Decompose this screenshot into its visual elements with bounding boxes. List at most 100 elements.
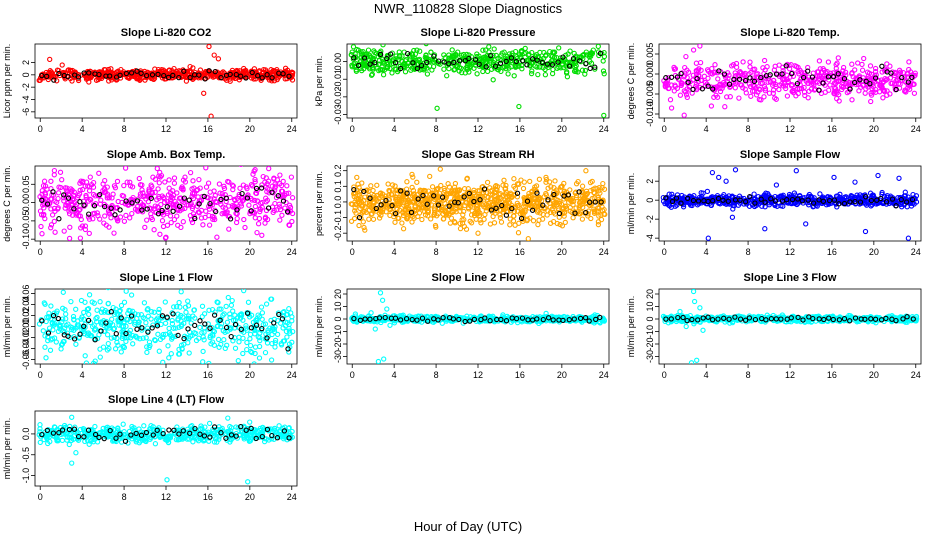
data-point	[579, 67, 586, 73]
data-point	[679, 80, 685, 86]
data-point	[168, 219, 174, 226]
data-point	[226, 179, 232, 185]
data-point	[246, 202, 252, 208]
data-point	[837, 191, 843, 197]
data-point	[480, 47, 486, 53]
reference-point	[233, 71, 239, 78]
data-point	[278, 188, 285, 194]
reference-point	[466, 55, 472, 62]
reference-point	[134, 68, 140, 74]
data-point	[166, 185, 172, 191]
reference-point	[898, 196, 904, 203]
data-point	[427, 173, 433, 180]
data-point	[55, 205, 61, 211]
data-point	[105, 66, 112, 73]
data-point	[527, 178, 533, 185]
data-point	[282, 65, 289, 71]
reference-point	[570, 55, 577, 62]
data-point	[570, 215, 576, 221]
data-point	[409, 184, 415, 191]
data-point	[286, 202, 293, 208]
data-point	[224, 319, 231, 325]
data-point	[368, 72, 375, 78]
data-point	[551, 49, 558, 55]
data-point	[97, 216, 103, 222]
reference-point	[592, 199, 598, 205]
data-point	[366, 202, 372, 208]
data-point	[40, 328, 46, 334]
reference-point	[61, 192, 67, 198]
reference-point	[572, 210, 578, 216]
data-point	[600, 58, 606, 64]
data-point	[461, 208, 467, 215]
reference-point	[39, 72, 45, 79]
data-point	[487, 196, 494, 202]
data-point	[859, 61, 865, 68]
reference-point	[248, 325, 255, 331]
data-point	[389, 192, 395, 198]
reference-point	[238, 326, 244, 332]
data-point	[385, 181, 391, 187]
reference-point	[149, 325, 155, 331]
reference-point	[123, 330, 129, 337]
data-point	[599, 185, 605, 191]
reference-point	[269, 189, 275, 195]
data-point	[804, 200, 810, 206]
data-point	[206, 307, 212, 313]
data-point	[219, 211, 225, 217]
data-point	[793, 63, 800, 70]
data-point	[579, 216, 586, 222]
data-point	[229, 182, 236, 188]
data-point	[94, 210, 100, 216]
data-point	[127, 335, 134, 341]
data-point	[672, 66, 679, 72]
data-point	[562, 209, 568, 215]
data-point	[487, 185, 493, 191]
data-point	[272, 337, 279, 344]
data-point	[361, 57, 367, 64]
reference-point	[779, 71, 785, 77]
data-point	[70, 313, 77, 320]
data-point	[82, 353, 88, 359]
data-point	[548, 53, 554, 59]
reference-point	[138, 70, 144, 76]
data-point	[262, 349, 269, 356]
data-point	[573, 68, 579, 75]
reference-point	[196, 201, 202, 207]
data-point	[738, 82, 745, 88]
data-point	[441, 52, 447, 58]
data-point	[685, 69, 692, 75]
data-point	[59, 62, 65, 68]
data-point	[39, 188, 45, 194]
data-point	[349, 62, 355, 68]
data-point	[179, 242, 183, 246]
reference-point	[383, 197, 389, 204]
reference-point	[192, 215, 198, 222]
data-point	[760, 65, 766, 71]
data-point	[369, 211, 375, 217]
data-point	[209, 339, 216, 345]
data-point	[495, 195, 501, 201]
data-point	[134, 315, 140, 322]
data-point	[51, 335, 58, 341]
reference-point	[863, 78, 869, 84]
data-point	[491, 57, 498, 63]
data-point	[782, 83, 789, 89]
data-point	[211, 328, 218, 335]
data-point	[423, 44, 429, 47]
data-point	[90, 360, 97, 364]
data-point	[209, 306, 216, 313]
data-point	[738, 70, 744, 76]
reference-point	[669, 198, 676, 205]
y-tick-label: -0.03	[333, 104, 343, 125]
data-point	[112, 185, 119, 191]
data-point	[189, 193, 195, 199]
data-point	[582, 71, 588, 77]
data-point	[756, 96, 763, 103]
reference-point	[899, 74, 905, 81]
reference-point	[862, 194, 869, 200]
x-tick-label: 8	[434, 247, 439, 257]
x-tick-label: 24	[911, 124, 921, 134]
